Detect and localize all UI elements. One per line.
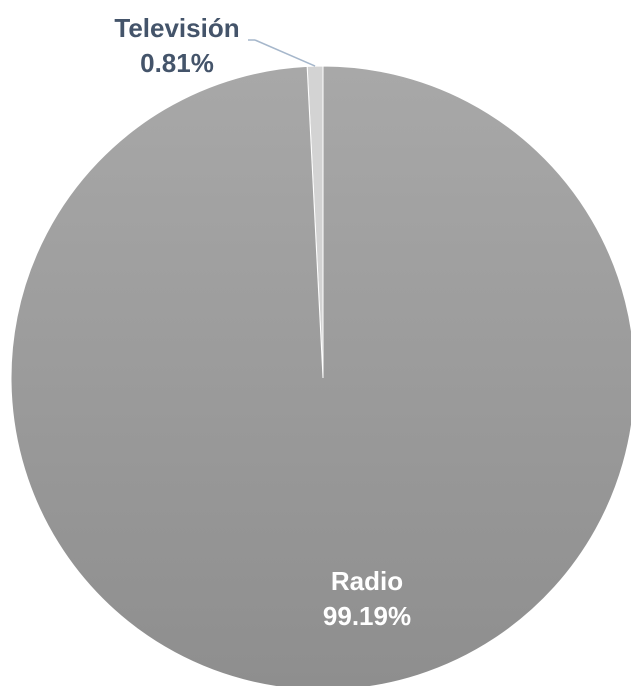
television-label-name: Televisión	[114, 13, 239, 43]
television-label-value: 0.81%	[140, 48, 214, 78]
pie-slices	[10, 65, 631, 686]
slice-radio	[10, 65, 631, 686]
radio-label-name: Radio	[331, 566, 403, 596]
pie-data-labels: Televisión 0.81% Radio 99.19%	[114, 13, 411, 631]
radio-label-value: 99.19%	[323, 601, 411, 631]
television-leader-line	[254, 39, 316, 67]
